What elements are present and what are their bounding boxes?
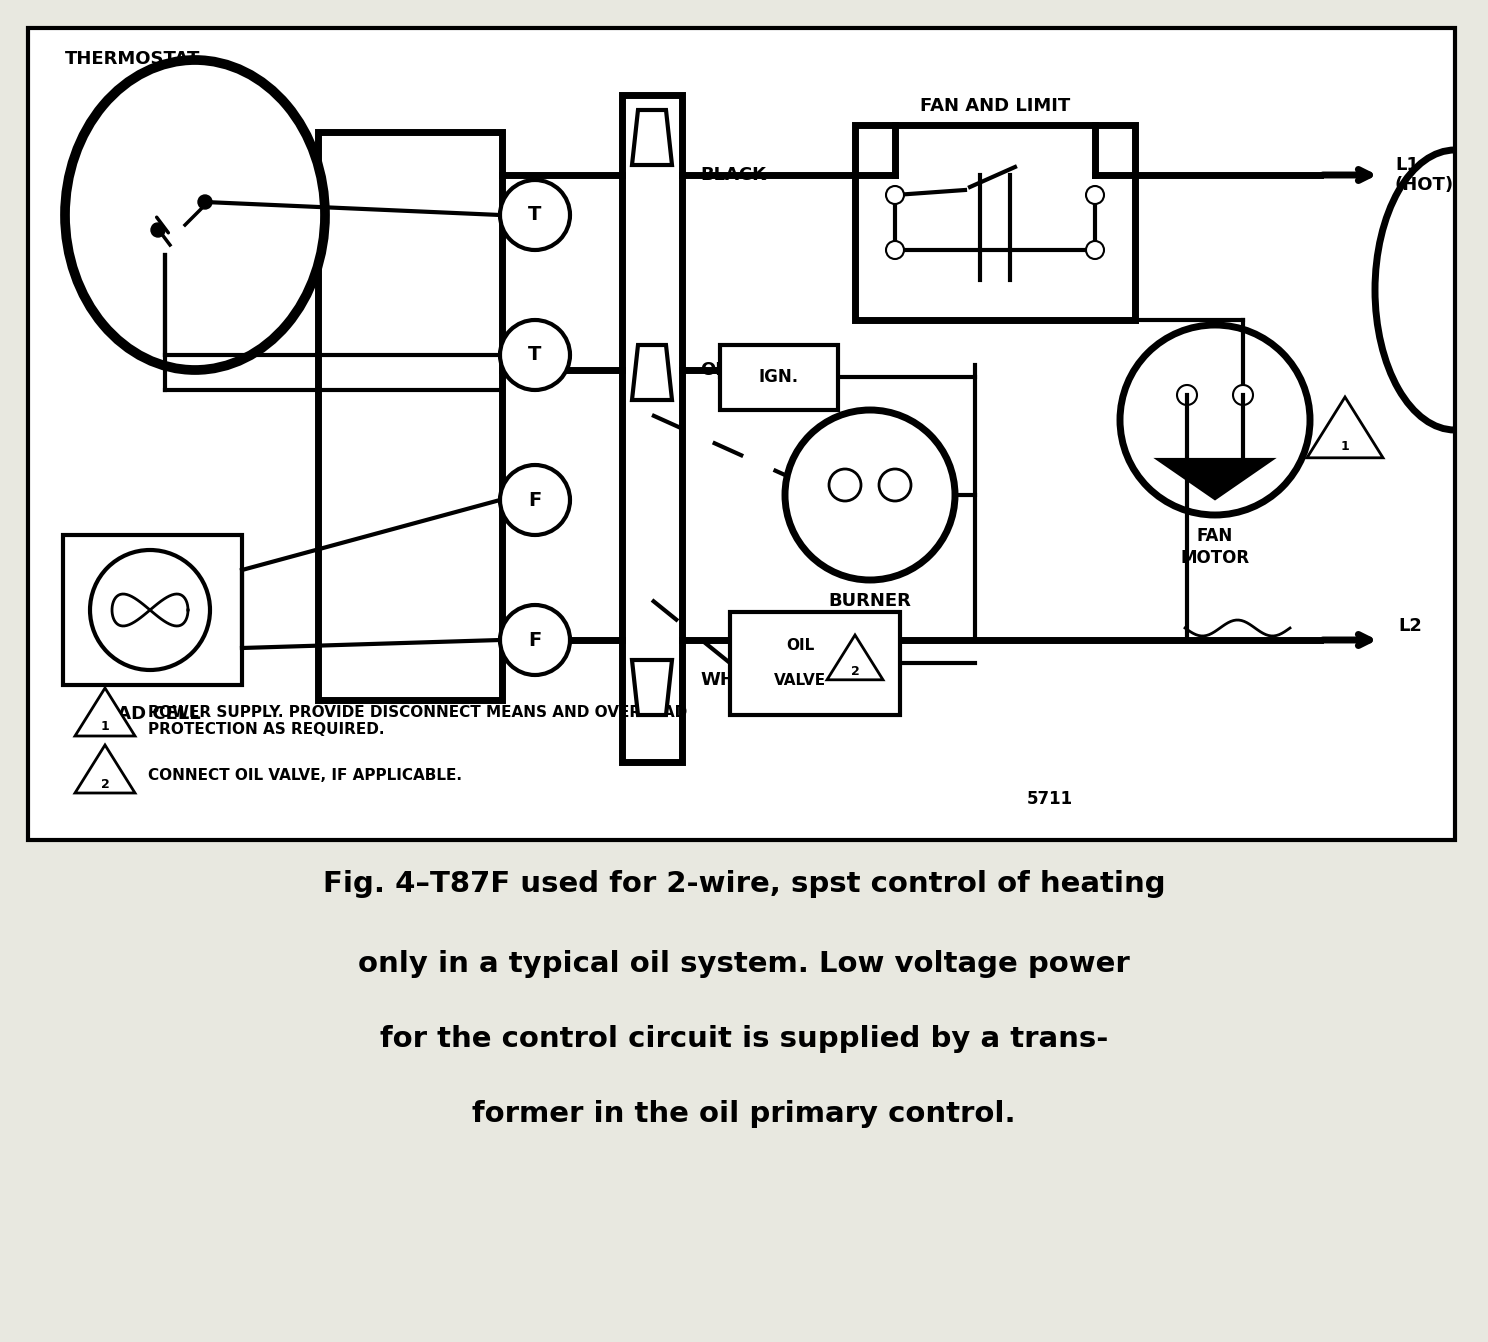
Text: 2: 2 <box>851 664 860 678</box>
Text: 5711: 5711 <box>1027 790 1073 808</box>
Ellipse shape <box>65 60 324 370</box>
Polygon shape <box>1306 397 1382 458</box>
Text: 1: 1 <box>1341 440 1350 452</box>
Circle shape <box>786 411 955 580</box>
Polygon shape <box>74 745 135 793</box>
Bar <box>720 345 838 411</box>
Bar <box>856 125 1135 319</box>
Text: CONNECT OIL VALVE, IF APPLICABLE.: CONNECT OIL VALVE, IF APPLICABLE. <box>147 768 461 782</box>
Circle shape <box>500 464 570 535</box>
Text: Fig. 4–T87F used for 2-wire, spst control of heating: Fig. 4–T87F used for 2-wire, spst contro… <box>323 870 1165 898</box>
Circle shape <box>500 605 570 675</box>
Text: FAN
MOTOR: FAN MOTOR <box>1180 527 1250 568</box>
Circle shape <box>500 180 570 250</box>
Polygon shape <box>632 345 673 400</box>
Text: F: F <box>528 490 542 510</box>
Circle shape <box>150 223 165 238</box>
Bar <box>731 612 900 715</box>
Circle shape <box>885 242 905 259</box>
Circle shape <box>1086 187 1104 204</box>
Text: BLACK: BLACK <box>699 166 766 184</box>
Circle shape <box>829 468 862 501</box>
Text: L1
(HOT): L1 (HOT) <box>1396 156 1454 195</box>
Text: for the control circuit is supplied by a trans-: for the control circuit is supplied by a… <box>379 1025 1109 1053</box>
Text: OIL: OIL <box>786 637 814 654</box>
Polygon shape <box>632 110 673 165</box>
Text: VALVE: VALVE <box>774 672 826 688</box>
Circle shape <box>1120 325 1309 515</box>
Text: only in a typical oil system. Low voltage power: only in a typical oil system. Low voltag… <box>359 950 1129 978</box>
Text: 2: 2 <box>101 777 110 790</box>
Circle shape <box>879 468 911 501</box>
Text: CAD CELL: CAD CELL <box>104 705 201 723</box>
Circle shape <box>885 187 905 204</box>
Circle shape <box>1234 385 1253 405</box>
Polygon shape <box>1161 460 1269 498</box>
Text: ORANGE: ORANGE <box>699 361 786 378</box>
Text: BURNER: BURNER <box>829 592 912 611</box>
Text: WHITE: WHITE <box>699 671 766 688</box>
Circle shape <box>1177 385 1196 405</box>
Text: T: T <box>528 345 542 365</box>
Text: THERMOSTAT: THERMOSTAT <box>65 50 201 68</box>
Bar <box>62 535 243 684</box>
Text: 1: 1 <box>101 721 110 734</box>
Text: IGN.: IGN. <box>759 368 799 386</box>
Text: POWER SUPPLY. PROVIDE DISCONNECT MEANS AND OVERLOAD
PROTECTION AS REQUIRED.: POWER SUPPLY. PROVIDE DISCONNECT MEANS A… <box>147 705 687 737</box>
Bar <box>622 95 682 762</box>
Circle shape <box>89 550 210 670</box>
Text: FAN AND LIMIT: FAN AND LIMIT <box>920 97 1070 115</box>
Circle shape <box>500 319 570 391</box>
Circle shape <box>198 195 211 209</box>
Bar <box>318 132 501 701</box>
Circle shape <box>1086 242 1104 259</box>
Bar <box>28 28 1455 840</box>
Polygon shape <box>74 688 135 735</box>
Polygon shape <box>827 635 882 680</box>
Text: L2: L2 <box>1399 617 1423 635</box>
Text: T: T <box>528 205 542 224</box>
Polygon shape <box>632 660 673 715</box>
Text: F: F <box>528 631 542 650</box>
Text: former in the oil primary control.: former in the oil primary control. <box>472 1100 1016 1129</box>
